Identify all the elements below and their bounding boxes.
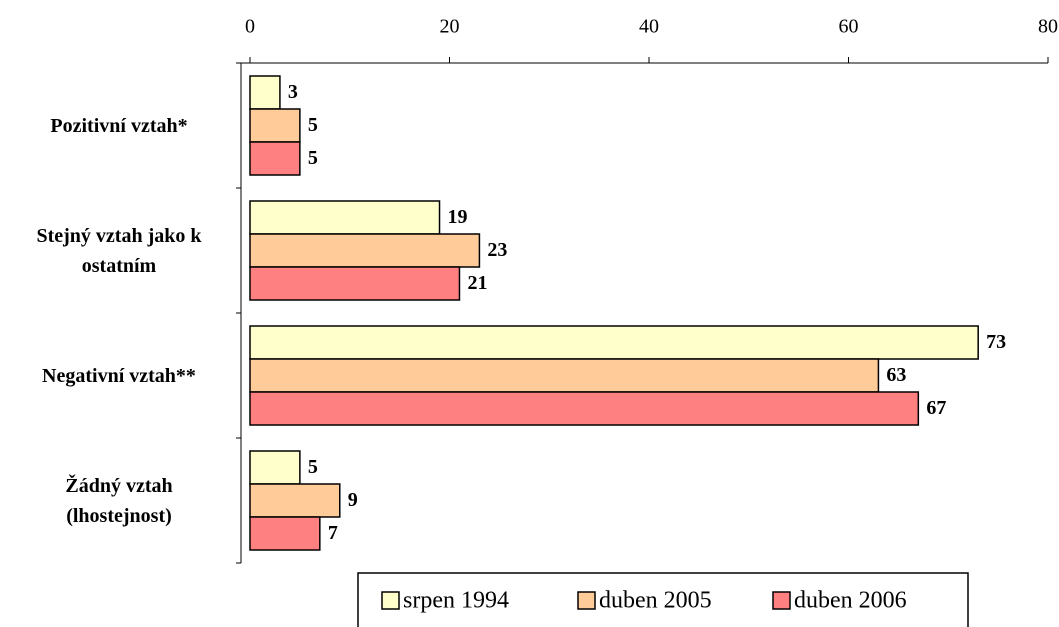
bar <box>249 358 880 393</box>
legend-box <box>357 572 969 627</box>
bar <box>249 450 301 485</box>
legend-label: srpen 1994 <box>403 588 509 614</box>
category-label: Žádný vztah (lhostejnost) <box>65 474 173 527</box>
value-label: 73 <box>986 331 1006 353</box>
legend-swatch <box>577 591 596 610</box>
value-label: 23 <box>487 239 507 261</box>
value-label: 5 <box>308 114 318 136</box>
value-label: 5 <box>308 456 318 478</box>
x-tick-label: 40 <box>639 16 659 38</box>
category-label: Negativní vztah** <box>42 364 196 387</box>
category-label: Stejný vztah jako k ostatním <box>36 224 202 277</box>
x-tick-label: 20 <box>440 16 460 38</box>
legend-label: duben 2006 <box>794 588 907 614</box>
legend-swatch <box>381 591 400 610</box>
category-label: Pozitivní vztah* <box>50 114 188 137</box>
legend-label: duben 2005 <box>599 588 712 614</box>
x-tick-label: 80 <box>1038 16 1058 38</box>
x-tick-label: 0 <box>245 16 255 38</box>
value-label: 21 <box>467 272 487 294</box>
bar <box>249 266 461 301</box>
value-label: 3 <box>288 81 298 103</box>
bar <box>249 391 920 426</box>
legend-swatch <box>772 591 791 610</box>
value-label: 67 <box>926 397 946 419</box>
value-label: 19 <box>448 206 468 228</box>
bar <box>249 108 301 143</box>
bar <box>249 141 301 176</box>
value-label: 7 <box>328 522 338 544</box>
bar <box>249 516 321 551</box>
value-label: 63 <box>886 364 906 386</box>
value-label: 9 <box>348 489 358 511</box>
bar <box>249 483 341 518</box>
bar <box>249 75 281 110</box>
bar <box>249 233 481 268</box>
x-tick-label: 60 <box>839 16 859 38</box>
bar <box>249 325 979 360</box>
value-label: 5 <box>308 147 318 169</box>
bar <box>249 200 441 235</box>
